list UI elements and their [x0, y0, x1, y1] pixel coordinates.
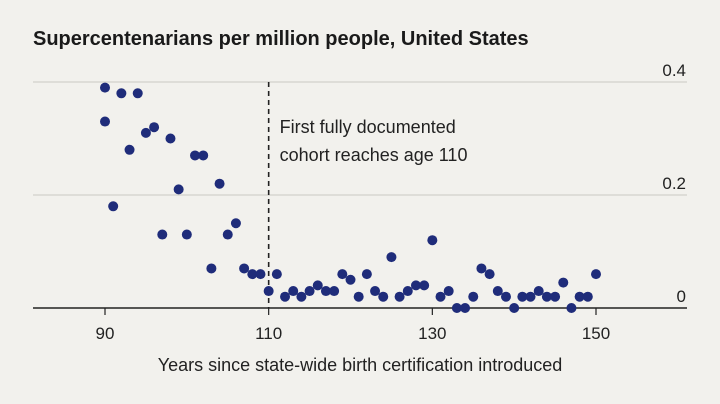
data-point	[100, 116, 110, 127]
data-point	[190, 150, 201, 161]
x-axis-label: Years since state-wide birth certificati…	[158, 355, 563, 375]
data-point	[288, 286, 299, 297]
x-tick-label: 150	[582, 324, 610, 343]
data-point	[427, 235, 438, 246]
data-point	[149, 122, 160, 133]
data-point	[304, 286, 315, 297]
data-point	[378, 291, 389, 302]
data-point	[410, 280, 421, 291]
data-point	[370, 286, 381, 297]
y-tick-label: 0	[677, 287, 686, 306]
x-tick-label: 130	[418, 324, 446, 343]
data-point	[394, 291, 405, 302]
data-point	[517, 291, 528, 302]
x-axis: 90 110 130 150	[33, 307, 687, 343]
data-point	[132, 88, 143, 99]
y-tick-label: 0.4	[662, 61, 686, 80]
data-point	[550, 291, 561, 302]
data-point	[541, 291, 552, 302]
data-point	[361, 269, 372, 280]
data-point	[140, 127, 151, 138]
data-point	[402, 286, 413, 297]
data-point	[460, 303, 471, 313]
data-point	[157, 229, 168, 240]
data-point	[345, 274, 356, 285]
data-point	[296, 291, 307, 302]
data-point	[500, 291, 511, 302]
data-point	[124, 144, 135, 155]
chart-title: Supercentenarians per million people, Un…	[33, 28, 529, 50]
data-point	[312, 280, 323, 291]
x-tick-label: 110	[255, 324, 282, 343]
data-point	[320, 286, 331, 297]
data-point	[247, 269, 258, 280]
data-point	[558, 277, 569, 288]
data-point	[116, 88, 127, 99]
data-point	[353, 291, 364, 302]
data-point	[280, 291, 291, 302]
data-points	[100, 82, 601, 313]
data-point	[468, 291, 479, 302]
data-point	[263, 286, 274, 297]
data-point	[419, 280, 430, 291]
x-tick-label: 90	[96, 324, 115, 343]
data-point	[255, 269, 266, 280]
gridlines	[33, 81, 687, 196]
data-point	[574, 291, 585, 302]
data-point	[435, 291, 446, 302]
data-point	[181, 229, 192, 240]
data-point	[582, 291, 593, 302]
data-point	[165, 133, 176, 144]
data-point	[239, 263, 250, 274]
data-point	[337, 269, 348, 280]
annotation-text: cohort reaches age 110	[280, 145, 468, 165]
data-point	[533, 286, 544, 297]
data-point	[566, 303, 577, 313]
annotation: First fully documented cohort reaches age…	[267, 82, 468, 308]
annotation-text: First fully documented	[280, 117, 456, 137]
data-point	[206, 263, 217, 274]
data-point	[222, 229, 233, 240]
data-point	[484, 269, 495, 280]
data-point	[100, 82, 110, 93]
data-point	[329, 286, 340, 297]
data-point	[509, 303, 520, 313]
data-point	[386, 252, 397, 263]
data-point	[198, 150, 209, 161]
data-point	[525, 291, 536, 302]
data-point	[173, 184, 184, 195]
data-point	[492, 286, 503, 297]
data-point	[451, 303, 462, 313]
data-point	[443, 286, 454, 297]
data-point	[476, 263, 487, 274]
data-point	[108, 201, 119, 212]
y-axis-ticks: 0 0.2 0.4	[662, 61, 686, 306]
data-point	[230, 218, 241, 229]
data-point	[591, 269, 601, 280]
data-point	[271, 269, 282, 280]
data-point	[214, 178, 225, 189]
y-tick-label: 0.2	[662, 174, 686, 193]
